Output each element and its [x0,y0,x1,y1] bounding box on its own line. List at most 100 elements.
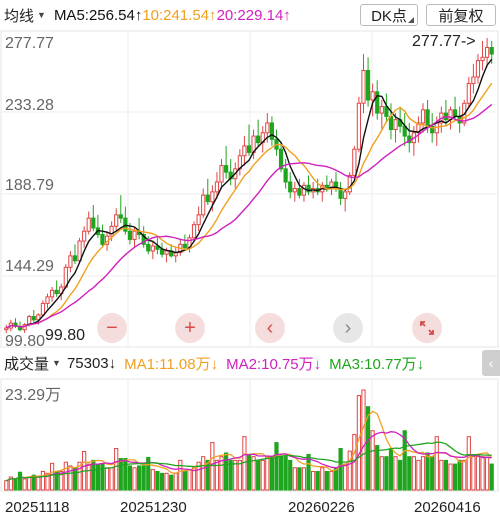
volume-bar [379,456,384,491]
volume-bar [388,448,394,491]
volume-bar [292,467,297,491]
vol-ma2-value: MA2:10.75万↓ [226,355,322,373]
volume-bar [31,474,36,491]
volume-bar [311,470,316,491]
candle-up [214,181,220,193]
indicator-select[interactable]: 均线 ▼ [0,5,46,26]
volume-bar [471,456,476,491]
chevron-down-icon: ▼ [37,10,46,20]
volume-bar [178,459,183,491]
chevron-down-icon: ▼ [52,358,61,368]
corner-triangle-icon [408,17,414,23]
volume-bar [407,456,412,491]
candle-up [36,314,41,321]
volume-bar [375,445,380,491]
volume-max-label: 23.29万 [5,387,61,404]
candle-up [201,194,206,216]
zoom-in-button[interactable]: + [175,313,205,343]
volume-bar [475,456,481,491]
candle-down [246,145,252,153]
candles [4,38,494,333]
volume-indicator-bar: 成交量 ▼ 75303↓ MA1:11.08万↓ MA2:10.75万↓ MA3… [0,348,500,378]
volume-bar [480,456,485,491]
candle-down [306,184,311,193]
volume-bar [182,470,187,491]
candle-up [352,148,357,176]
candle-up [420,109,426,124]
scroll-left-button[interactable]: ‹ [255,313,285,343]
moving-average-lines [5,58,493,329]
volume-bar [205,459,210,491]
volume-ma-lines [6,410,493,482]
candle-down [388,115,394,131]
volume-bar [462,459,467,491]
ma20-value: 20:229.14↑ [216,6,291,24]
max-price-marker: 277.77-> [412,33,476,50]
volume-bar [187,469,192,491]
scroll-right-button[interactable]: › [333,313,363,343]
fullscreen-button[interactable] [412,313,442,343]
x-tick-label: 20260416 [414,499,481,516]
volume-chart[interactable]: 23.29万 20251118 20251230 20260226 202604… [0,378,500,516]
candle-up [475,60,481,78]
volume-bar [457,459,462,491]
candle-up [68,255,73,268]
candle-down [141,234,146,245]
candlestick-chart[interactable]: 277.77 233.28 188.79 144.29 99.80 277.77… [0,30,500,348]
zoom-out-button[interactable]: − [97,313,127,343]
candle-down [256,135,261,144]
ma5-line [5,58,493,329]
volume-bar [420,456,426,491]
y-tick-label: 99.80 [5,333,45,348]
dk-point-button[interactable]: DK点 [360,4,418,26]
ma20-line [5,104,493,329]
candle-down [365,69,371,101]
y-tick-label: 188.79 [5,177,54,194]
candle-down [375,91,380,114]
minus-icon: − [106,316,118,339]
candle-up [393,119,398,131]
volume-bar [466,436,471,491]
candle-up [292,188,297,193]
adjustment-button[interactable]: 前复权 [426,4,496,26]
candle-down [54,289,59,295]
adjustment-label: 前复权 [438,7,484,25]
volume-bar [256,459,261,491]
volume-bar [233,459,238,491]
volume-bar [118,458,123,491]
candle-up [379,106,384,114]
candle-down [146,243,151,252]
candle-up [109,225,114,237]
ma10-line [5,82,493,329]
ma10-value: 10:241.54↑ [142,6,217,24]
volume-bar [443,459,449,491]
volume-select[interactable]: 成交量 ▼ [0,353,61,374]
candle-up [347,174,352,193]
volume-bar [411,456,416,491]
vol-ma1-value: MA1:11.08万↓ [124,355,219,373]
volume-bar [485,456,490,491]
candle-up [132,230,137,240]
volume-bar [40,470,46,491]
volume-bar [219,456,224,491]
candle-up [471,76,476,85]
volume-bar [333,467,339,491]
candle-down [159,248,165,255]
volume-bar [430,456,435,491]
volume-bar [123,458,128,491]
volume-bar [297,467,302,491]
volume-bar [393,456,398,491]
candle-down [283,168,288,183]
candle-up [466,83,471,104]
volume-bar [27,476,32,491]
volume-bar [36,476,41,491]
candle-down [182,243,187,249]
vol-ma3-value: MA3:10.77万↓ [329,355,425,373]
candle-down [430,125,435,134]
volume-bar [196,461,201,491]
volume-bar [301,467,307,491]
plus-icon: + [184,316,196,339]
expand-indicator-button[interactable]: ‹ [482,350,500,376]
candle-down [127,230,133,240]
volume-bar [228,459,233,491]
